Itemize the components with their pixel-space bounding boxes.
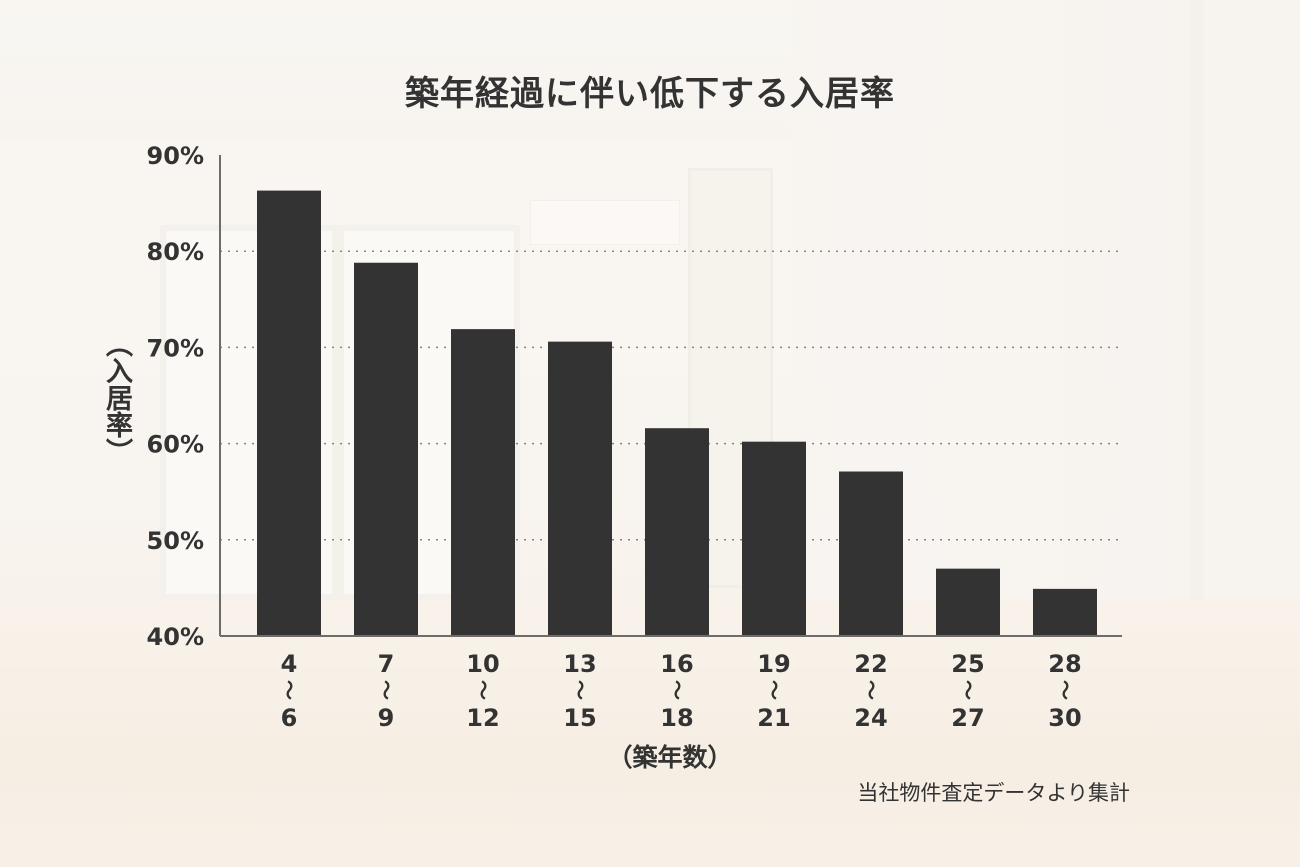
x-tick-label-to: 9 (378, 704, 395, 732)
x-tick-label-to: 24 (854, 704, 887, 732)
x-tick-label-from: 10 (466, 650, 499, 678)
x-tick-label-separator: 〜 (665, 680, 689, 700)
x-tick-label-separator: 〜 (277, 680, 301, 700)
source-note: 当社物件査定データより集計 (857, 781, 1130, 805)
x-axis-label: （築年数） (607, 743, 733, 772)
x-tick-label-to: 18 (660, 704, 693, 732)
x-tick-labels: 4〜67〜910〜1213〜1516〜1819〜2122〜2425〜2728〜3… (277, 650, 1082, 732)
room-pillar (1190, 0, 1204, 760)
x-tick-label-to: 12 (466, 704, 499, 732)
x-tick-label-from: 25 (951, 650, 984, 678)
bar (645, 428, 709, 636)
bar (257, 190, 321, 636)
y-tick-labels: 90% 80% 70% 60% 50% 40% (147, 142, 204, 651)
x-tick-label-separator: 〜 (956, 680, 980, 700)
x-tick-label-separator: 〜 (374, 680, 398, 700)
y-tick-label: 60% (147, 431, 204, 459)
x-tick-label-separator: 〜 (568, 680, 592, 700)
y-tick-label: 70% (147, 334, 204, 362)
x-tick-label-from: 28 (1048, 650, 1081, 678)
x-tick-label-from: 19 (757, 650, 790, 678)
x-tick-label-to: 15 (563, 704, 596, 732)
y-tick-label: 50% (147, 527, 204, 555)
bars (257, 190, 1097, 636)
x-tick-label-from: 16 (660, 650, 693, 678)
axes (219, 155, 1122, 637)
y-tick-label: 40% (147, 623, 204, 651)
room-floor (0, 600, 1300, 867)
x-tick-label-from: 4 (281, 650, 298, 678)
bar (742, 441, 806, 636)
x-tick-label-from: 22 (854, 650, 887, 678)
x-tick-label-from: 13 (563, 650, 596, 678)
y-axis-label: （入居率） (101, 330, 132, 465)
chart-title: 築年経過に伴い低下する入居率 (405, 74, 895, 114)
room-air-conditioner (530, 200, 680, 245)
x-tick-label-separator: 〜 (471, 680, 495, 700)
x-tick-label-separator: 〜 (1053, 680, 1077, 700)
y-tick-label: 80% (147, 238, 204, 266)
bar (354, 262, 418, 636)
x-tick-label-separator: 〜 (859, 680, 883, 700)
x-tick-label-separator: 〜 (762, 680, 786, 700)
bar (548, 341, 612, 636)
x-tick-label-to: 27 (951, 704, 984, 732)
x-tick-label-to: 21 (757, 704, 790, 732)
bar (451, 329, 515, 636)
bar (839, 471, 903, 636)
room-window-frame (332, 230, 344, 595)
x-tick-label-from: 7 (378, 650, 395, 678)
bar (1033, 588, 1097, 636)
x-tick-label-to: 6 (281, 704, 298, 732)
y-tick-label: 90% (147, 142, 204, 170)
bar (936, 568, 1000, 636)
x-tick-label-to: 30 (1048, 704, 1081, 732)
